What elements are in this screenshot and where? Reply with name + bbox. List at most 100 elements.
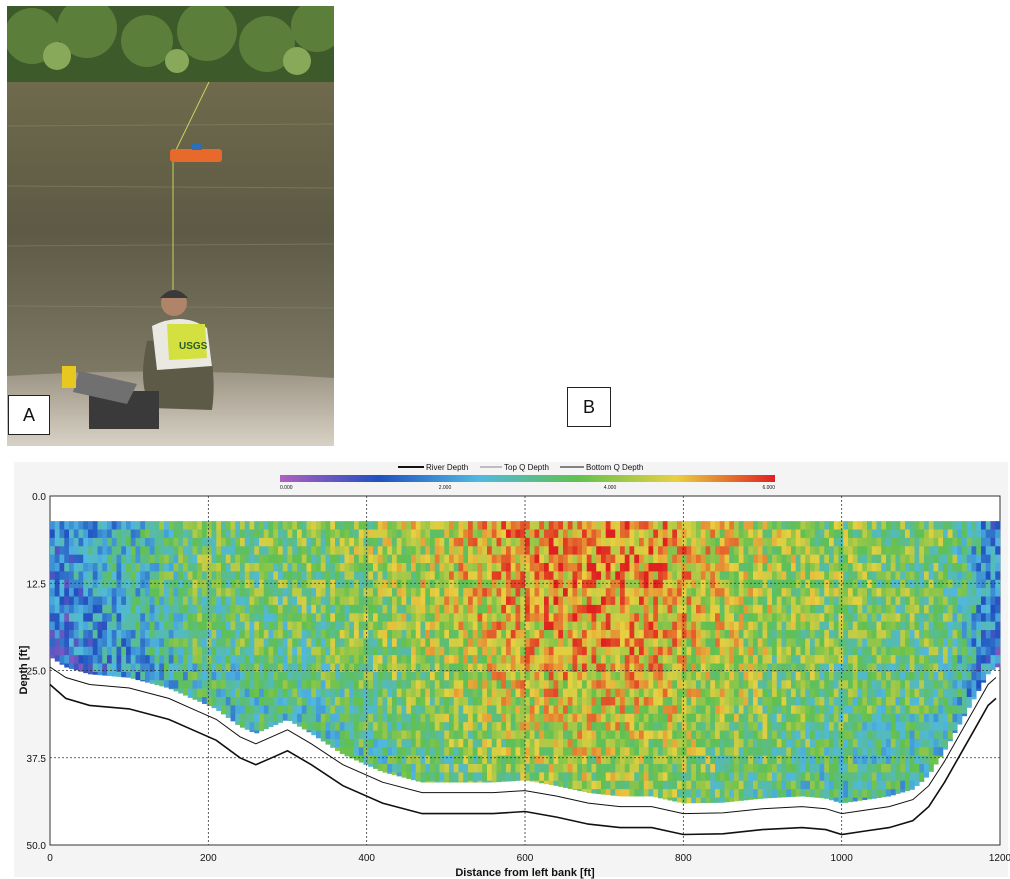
- heatmap-cell: [610, 630, 616, 639]
- heatmap-cell: [791, 755, 797, 765]
- heatmap-cell: [221, 705, 227, 715]
- heatmap-cell: [88, 563, 94, 572]
- heatmap-cell: [506, 663, 512, 673]
- heatmap-cell: [558, 671, 564, 681]
- heatmap-cell: [653, 596, 659, 606]
- heatmap-cell: [420, 747, 426, 756]
- heatmap-cell: [862, 563, 868, 572]
- heatmap-cell: [387, 563, 393, 572]
- heatmap-cell: [672, 722, 678, 731]
- heatmap-cell: [358, 571, 364, 581]
- heatmap-cell: [506, 671, 512, 681]
- heatmap-cell: [786, 529, 792, 539]
- heatmap-cell: [306, 705, 312, 715]
- heatmap-cell: [463, 613, 469, 622]
- heatmap-cell: [453, 688, 459, 698]
- heatmap-cell: [64, 554, 70, 564]
- heatmap-cell: [420, 588, 426, 597]
- heatmap-cell: [339, 663, 345, 673]
- heatmap-cell: [463, 546, 469, 555]
- heatmap-cell: [78, 638, 84, 648]
- heatmap-cell: [487, 563, 493, 572]
- heatmap-cell: [629, 529, 635, 539]
- heatmap-cell: [529, 713, 535, 723]
- heatmap-cell: [377, 529, 383, 539]
- heatmap-cell: [696, 713, 702, 723]
- heatmap-cell: [686, 638, 692, 648]
- heatmap-cell: [116, 671, 122, 677]
- heatmap-cell: [705, 747, 711, 756]
- heatmap-cell: [615, 680, 621, 689]
- heatmap-cell: [482, 671, 488, 681]
- heatmap-cell: [344, 546, 350, 555]
- heatmap-cell: [596, 764, 602, 773]
- heatmap-cell: [624, 554, 630, 564]
- heatmap-cell: [724, 621, 730, 631]
- heatmap-cell: [843, 680, 849, 689]
- heatmap-cell: [748, 655, 754, 664]
- heatmap-cell: [605, 571, 611, 581]
- heatmap-cell: [662, 738, 668, 748]
- heatmap-cell: [64, 579, 70, 589]
- heatmap-cell: [662, 722, 668, 731]
- heatmap-cell: [349, 546, 355, 555]
- heatmap-cell: [240, 537, 246, 547]
- heatmap-cell: [696, 563, 702, 572]
- heatmap-cell: [292, 688, 298, 698]
- heatmap-cell: [605, 738, 611, 748]
- heatmap-cell: [658, 680, 664, 689]
- heatmap-cell: [130, 604, 136, 614]
- heatmap-cell: [140, 563, 146, 572]
- heatmap-cell: [596, 705, 602, 715]
- heatmap-cell: [829, 780, 835, 790]
- heatmap-cell: [715, 588, 721, 597]
- heatmap-cell: [852, 630, 858, 639]
- heatmap-cell: [287, 588, 293, 597]
- heatmap-cell: [178, 579, 184, 589]
- heatmap-cell: [344, 713, 350, 723]
- heatmap-cell: [520, 630, 526, 639]
- heatmap-cell: [425, 630, 431, 639]
- heatmap-cell: [829, 571, 835, 581]
- heatmap-cell: [805, 764, 811, 773]
- heatmap-cell: [78, 596, 84, 606]
- heatmap-cell: [753, 671, 759, 681]
- heatmap-cell: [173, 554, 179, 564]
- heatmap-cell: [88, 596, 94, 606]
- heatmap-cell: [187, 521, 193, 530]
- heatmap-cell: [491, 596, 497, 606]
- heatmap-cell: [634, 730, 640, 740]
- heatmap-cell: [73, 546, 79, 555]
- heatmap-cell: [154, 588, 160, 597]
- heatmap-cell: [563, 663, 569, 673]
- heatmap-cell: [634, 579, 640, 589]
- heatmap-cell: [401, 546, 407, 555]
- heatmap-cell: [415, 738, 421, 748]
- heatmap-cell: [472, 772, 478, 782]
- heatmap-cell: [221, 596, 227, 606]
- heatmap-cell: [715, 789, 721, 798]
- heatmap-cell: [596, 780, 602, 790]
- heatmap-cell: [734, 797, 740, 802]
- heatmap-cell: [629, 780, 635, 790]
- heatmap-cell: [838, 546, 844, 555]
- heatmap-cell: [610, 730, 616, 740]
- heatmap-cell: [159, 521, 165, 530]
- heatmap-cell: [833, 529, 839, 539]
- heatmap-cell: [244, 521, 250, 530]
- heatmap-cell: [396, 588, 402, 597]
- heatmap-cell: [135, 596, 141, 606]
- heatmap-cell: [411, 571, 417, 581]
- heatmap-cell: [202, 604, 208, 614]
- heatmap-cell: [211, 546, 217, 555]
- heatmap-cell: [487, 688, 493, 698]
- heatmap-cell: [411, 537, 417, 547]
- heatmap-cell: [225, 630, 231, 639]
- heatmap-cell: [662, 604, 668, 614]
- heatmap-cell: [539, 722, 545, 731]
- heatmap-cell: [515, 613, 521, 622]
- heatmap-cell: [349, 730, 355, 740]
- heatmap-cell: [325, 663, 331, 673]
- heatmap-cell: [287, 613, 293, 622]
- heatmap-cell: [387, 655, 393, 664]
